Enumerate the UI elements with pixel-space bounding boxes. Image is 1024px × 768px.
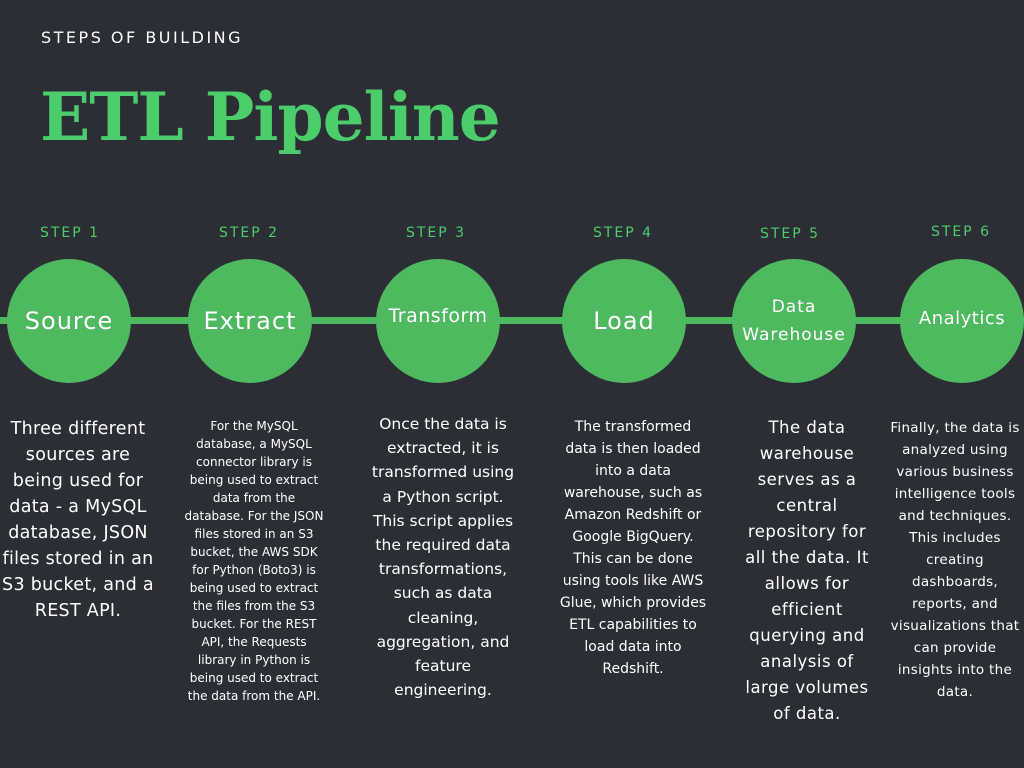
subtitle: STEPS OF BUILDING: [41, 28, 244, 47]
step-1-circle: Source: [7, 259, 131, 383]
step-4-name: Load: [593, 307, 655, 335]
step-2-circle: Extract: [188, 259, 312, 383]
step-6-description: Finally, the data is analyzed using vari…: [890, 420, 1020, 700]
pipeline-connector: [0, 317, 1024, 324]
step-5-circle: Data Warehouse: [732, 259, 856, 383]
step-3-name: Transform: [388, 305, 488, 328]
step-1-label: STEP 1: [39, 225, 101, 241]
step-2-name: Extract: [203, 307, 297, 335]
step-6-label: STEP 6: [930, 224, 992, 240]
step-5-label: STEP 5: [759, 226, 821, 242]
step-4-circle: Load: [562, 259, 686, 383]
step-1-name: Source: [24, 307, 114, 335]
step-5-description: The data warehouse serves as a central r…: [745, 418, 869, 723]
step-2-label: STEP 2: [218, 225, 280, 241]
step-3-description: Once the data is extracted, it is transf…: [371, 415, 515, 700]
step-6-circle: Analytics: [900, 259, 1024, 383]
step-5-name: Data Warehouse: [742, 297, 846, 345]
step-4-description: The transformed data is then loaded into…: [559, 419, 707, 677]
page-title: ETL Pipeline: [40, 78, 501, 156]
step-3-circle: Transform: [376, 259, 500, 383]
step-1-description: Three different sources are being used f…: [2, 419, 154, 621]
step-2-description: For the MySQL database, a MySQL connecto…: [184, 419, 324, 703]
step-4-label: STEP 4: [592, 225, 654, 241]
step-6-name: Analytics: [918, 307, 1006, 329]
step-3-label: STEP 3: [405, 225, 467, 241]
